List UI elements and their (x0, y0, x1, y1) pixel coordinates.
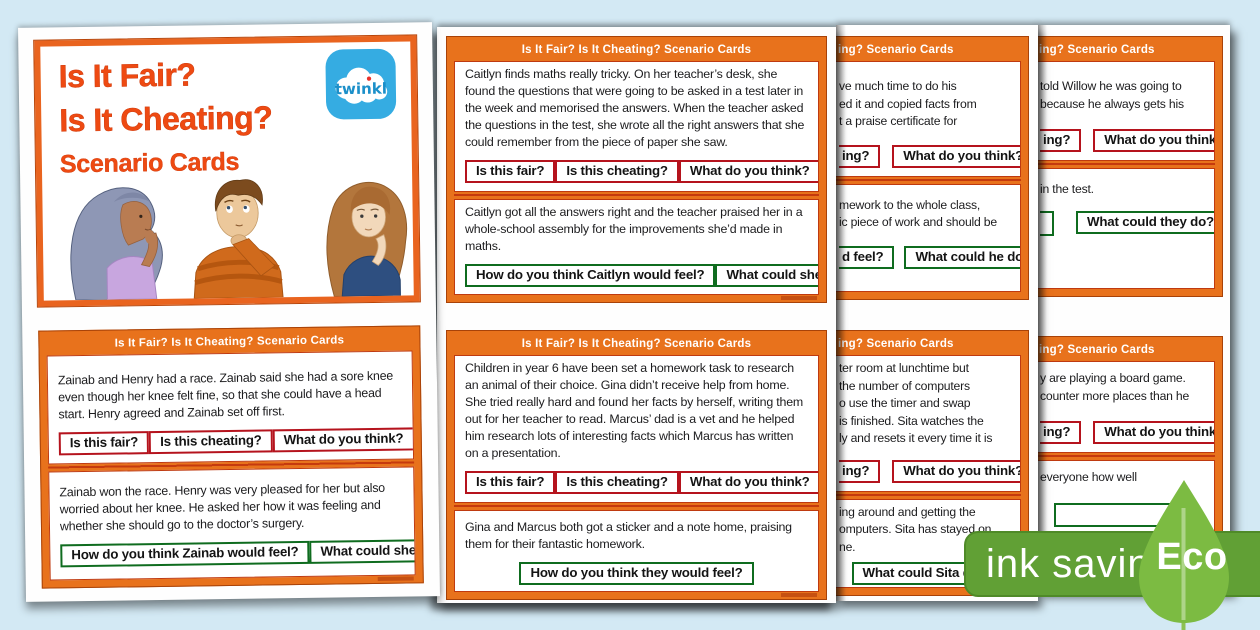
scenario-text-fragment: told Willow he was going to (1040, 79, 1182, 93)
scenario-text: Zainab and Henry had a race. Zainab said… (57, 368, 394, 422)
card-divider (1037, 161, 1215, 168)
is-this-fair-button[interactable]: Is this fair? (58, 431, 150, 456)
card-header-fragment: ing? Scenario Cards (838, 338, 954, 350)
scenario-text-fragment: the number of computers (839, 378, 970, 393)
card-header: Is It Fair? Is It Cheating? Scenario Car… (521, 44, 752, 56)
scenario-text-fragment: y are playing a board game. (1040, 371, 1186, 385)
cover-card: Is It Fair? Is It Cheating? Scenario Car… (33, 34, 421, 308)
is-this-cheating-button-fragment[interactable]: ing? (1040, 421, 1082, 444)
how-would-feel-button[interactable]: How do you think Zainab would feel? (60, 540, 310, 568)
page-sheet-1: Is It Fair? Is It Cheating? Scenario Car… (18, 22, 440, 602)
card-divider (836, 176, 1021, 184)
scenario-text-fragment: ed it and copied facts from (839, 96, 977, 111)
page-sheet-2: Is It Fair? Is It Cheating? Scenario Car… (437, 27, 836, 603)
is-this-cheating-button-fragment[interactable]: ing? (839, 144, 881, 168)
question-button-fragment[interactable] (1040, 210, 1054, 236)
card-watermark (377, 576, 414, 581)
what-do-you-think-button[interactable]: What do you think? (892, 459, 1020, 483)
what-do-you-think-button[interactable]: What do you think? (1093, 421, 1214, 444)
card-header-fragment: ing? Scenario Cards (1039, 344, 1155, 356)
is-this-cheating-button[interactable]: Is this cheating? (555, 471, 679, 494)
is-this-cheating-button[interactable]: Is this cheating? (555, 160, 679, 183)
is-this-cheating-button[interactable]: Is this cheating? (148, 429, 273, 455)
scenario-card-caitlyn: Is It Fair? Is It Cheating? Scenario Car… (446, 36, 827, 303)
scenario-text-fragment: ve much time to do his (839, 79, 957, 93)
card-divider (454, 192, 819, 199)
card-header-fragment: ing? Scenario Cards (838, 44, 954, 56)
card-header: Is It Fair? Is It Cheating? Scenario Car… (521, 338, 752, 350)
card-divider (836, 491, 1021, 499)
page-sheet-3: ing? Scenario Cards ve much time to do h… (836, 25, 1038, 601)
how-would-feel-button[interactable]: How do you think Caitlyn would feel? (465, 264, 716, 287)
is-this-cheating-button-fragment[interactable]: ing? (839, 459, 881, 483)
scenario-text-fragment: o use the timer and swap (839, 396, 971, 410)
cover-title-line2: Is It Cheating? (59, 99, 273, 139)
scenario-text-fragment: because he always gets his (1040, 96, 1184, 111)
scenario-text-fragment: ly and resets it every time it is (839, 431, 993, 445)
cover-title-line1: Is It Fair? (58, 56, 196, 95)
scenario-text: Caitlyn got all the answers right and th… (465, 205, 803, 253)
scenario-text-fragment: everyone how well (1040, 470, 1137, 484)
eco-label: Eco (1156, 536, 1228, 578)
scenario-text: Children in year 6 have been set a homew… (465, 361, 804, 460)
scenario-text-fragment: counter more places than he (1040, 388, 1190, 403)
scenario-text-fragment: ic piece of work and should be (839, 215, 997, 229)
scenario-text-fragment: ter room at lunchtime but (839, 361, 969, 375)
scenario-text-fragment: in the test. (1040, 182, 1094, 196)
scenario-text: Zainab won the race. Henry was very plea… (59, 480, 386, 534)
eco-leaf-icon (1139, 480, 1229, 630)
scenario-card-partial-willow: ing? Scenario Cards told Willow he was g… (1037, 36, 1223, 297)
how-would-feel-button[interactable]: How do you think they would feel? (519, 562, 754, 585)
scenario-card-gina-marcus: Is It Fair? Is It Cheating? Scenario Car… (446, 330, 827, 600)
twinkl-logo-icon[interactable]: twinkl (324, 48, 397, 121)
scenario-text: Gina and Marcus both got a sticker and a… (465, 520, 792, 551)
what-do-you-think-button[interactable]: What do you think? (678, 471, 818, 494)
scenario-text-fragment: ing around and getting the (839, 504, 976, 519)
is-this-cheating-button-fragment[interactable]: ing? (1040, 129, 1082, 152)
what-could-sita-do-button[interactable]: What could Sita do? (851, 562, 998, 585)
how-would-feel-button-fragment[interactable]: d feel? (839, 245, 895, 269)
what-could-do-button[interactable]: What could she do? (309, 538, 416, 564)
scenario-card-zainab: Is It Fair? Is It Cheating? Scenario Car… (38, 325, 424, 589)
card-divider (454, 503, 819, 510)
scenario-text-fragment: t a praise certificate for (839, 114, 958, 128)
scenario-text-fragment: ne. (839, 539, 856, 554)
scenario-card-partial-3a: ing? Scenario Cards ve much time to do h… (836, 36, 1029, 300)
is-this-fair-button[interactable]: Is this fair? (465, 471, 556, 494)
what-do-you-think-button[interactable]: What do you think? (892, 144, 1020, 168)
children-illustration (70, 179, 407, 301)
what-do-you-think-button[interactable]: What do you think? (678, 160, 818, 183)
what-could-do-button[interactable]: What could she do? (715, 264, 818, 287)
scenario-text: Caitlyn finds maths really tricky. On he… (465, 67, 805, 149)
svg-text:twinkl: twinkl (335, 80, 387, 99)
is-this-fair-button[interactable]: Is this fair? (465, 160, 556, 183)
what-could-do-button[interactable]: What could he do? (904, 245, 1020, 269)
scenario-text-fragment: is finished. Sita watches the (839, 413, 984, 428)
card-divider (1037, 453, 1215, 460)
scenario-text-fragment: mework to the whole class, (839, 197, 981, 212)
what-could-they-do-button[interactable]: What could they do? (1076, 210, 1214, 234)
what-do-you-think-button[interactable]: What do you think? (272, 427, 415, 453)
scenario-text-fragment: omputers. Sita has stayed on (839, 522, 992, 536)
card-watermark (781, 593, 817, 597)
card-header-fragment: ing? Scenario Cards (1039, 44, 1155, 56)
card-watermark (781, 296, 817, 300)
what-do-you-think-button[interactable]: What do you think? (1093, 129, 1214, 152)
